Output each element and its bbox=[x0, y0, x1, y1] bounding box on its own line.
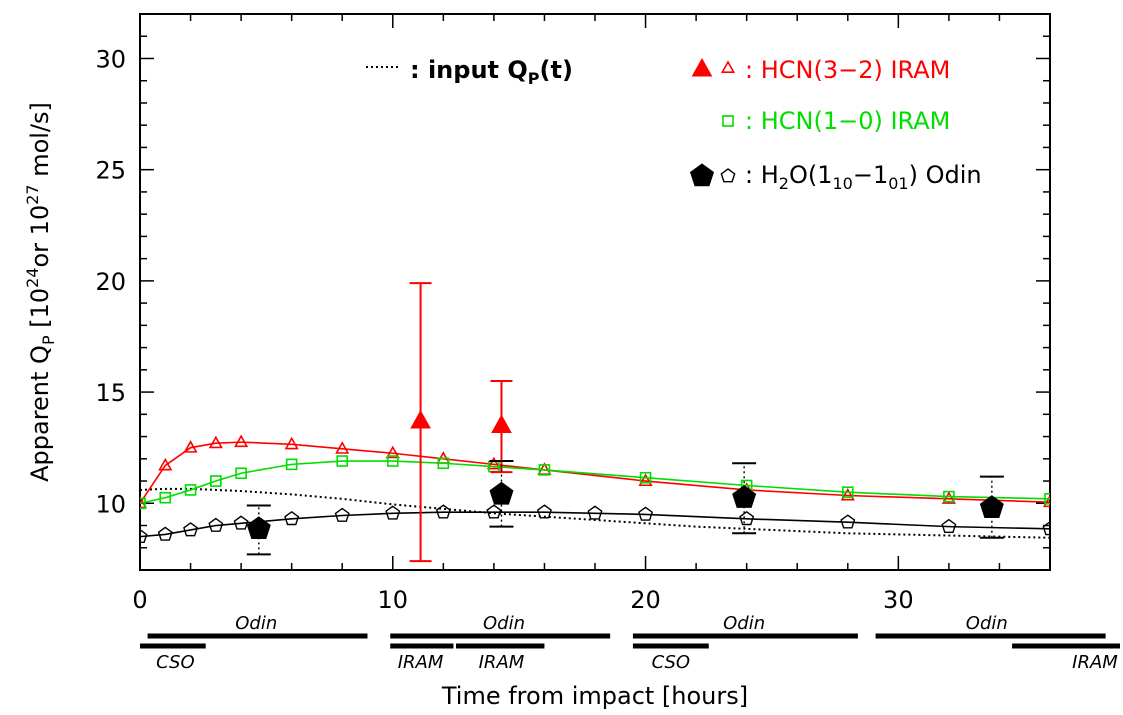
square-marker bbox=[841, 486, 854, 498]
triangle-marker bbox=[720, 60, 736, 73]
pentagon-marker bbox=[486, 504, 502, 519]
pentagon-marker bbox=[941, 518, 957, 533]
square-marker bbox=[722, 115, 734, 127]
observing-window-label: CSO bbox=[156, 652, 195, 673]
legend: : input QP(t) : HCN(3−2) IRAM : HCN(1−0)… bbox=[366, 56, 982, 193]
square-marker bbox=[184, 484, 197, 496]
observing-window-label: IRAM bbox=[479, 652, 525, 673]
pentagon-marker bbox=[334, 507, 350, 522]
observing-window-label: Odin bbox=[723, 613, 765, 634]
legend-h2o-symbols bbox=[690, 163, 736, 187]
h2o-model-line bbox=[140, 511, 1050, 538]
observing-window-label: Odin bbox=[235, 613, 277, 634]
square-marker bbox=[1044, 493, 1050, 505]
pentagon-marker bbox=[720, 168, 736, 183]
pentagon-marker bbox=[840, 514, 856, 529]
legend-hcn32-label: : HCN(3−2) IRAM bbox=[745, 56, 950, 84]
x-tick-label: 20 bbox=[630, 586, 661, 614]
pentagon-marker bbox=[1042, 520, 1050, 536]
pentagon-marker bbox=[157, 526, 173, 541]
pentagon-marker bbox=[536, 504, 552, 519]
x-tick-label: 30 bbox=[883, 586, 914, 614]
error-bars bbox=[246, 282, 1004, 563]
triangle-marker bbox=[840, 487, 855, 501]
square-marker bbox=[235, 467, 247, 480]
pentagon-marker bbox=[246, 516, 271, 540]
triangle-marker bbox=[385, 445, 400, 459]
triangle-marker bbox=[234, 434, 249, 448]
square-marker bbox=[285, 458, 298, 471]
y-tick-label: 30 bbox=[95, 45, 126, 73]
square-marker bbox=[210, 475, 222, 487]
pentagon-marker bbox=[385, 505, 401, 520]
legend-hcn32-symbols bbox=[691, 57, 736, 77]
pentagon-marker bbox=[435, 504, 451, 519]
triangle-marker bbox=[183, 440, 198, 453]
pentagon-marker bbox=[208, 517, 224, 532]
axis-ticks bbox=[139, 13, 1051, 570]
plot-frame bbox=[139, 13, 1051, 571]
pentagon-marker bbox=[233, 515, 249, 530]
triangle-marker bbox=[208, 435, 223, 449]
triangle-marker bbox=[491, 414, 512, 433]
square-marker bbox=[943, 490, 955, 503]
observing-window-label: Odin bbox=[966, 613, 1008, 634]
legend-hcn10-label: : HCN(1−0) IRAM bbox=[745, 107, 950, 135]
observed-points bbox=[246, 409, 1004, 540]
square-marker bbox=[336, 455, 349, 467]
triangle-marker bbox=[410, 409, 431, 429]
triangle-marker bbox=[1042, 494, 1050, 508]
input-qp-line bbox=[140, 487, 1050, 539]
y-axis-label: Apparent QP [1024or 1027 mol/s] bbox=[23, 102, 58, 482]
hcn32-model-line bbox=[140, 441, 1050, 504]
x-axis-label: Time from impact [hours] bbox=[441, 682, 748, 710]
triangle-marker bbox=[486, 456, 501, 470]
x-tick-label: 0 bbox=[132, 586, 147, 614]
triangle-marker bbox=[335, 441, 350, 454]
pentagon-marker bbox=[140, 528, 148, 543]
plot-area bbox=[140, 434, 1050, 543]
triangle-marker bbox=[638, 473, 653, 487]
pentagon-marker bbox=[979, 495, 1004, 518]
triangle-marker bbox=[691, 57, 713, 77]
pentagon-marker bbox=[587, 505, 603, 520]
observing-window-label: CSO bbox=[652, 652, 691, 673]
observing-window-label: IRAM bbox=[1072, 652, 1118, 673]
square-marker bbox=[140, 497, 146, 510]
pentagon-marker bbox=[489, 481, 514, 505]
tick-labels: 0 10 20 30 10 15 20 25 30 bbox=[95, 45, 913, 614]
square-marker bbox=[538, 464, 551, 476]
observing-window-label: Odin bbox=[483, 613, 525, 634]
y-tick-label: 20 bbox=[95, 268, 126, 296]
square-marker bbox=[437, 457, 450, 470]
pentagon-marker bbox=[690, 163, 714, 187]
observing-window-label: IRAM bbox=[398, 652, 444, 673]
pentagon-marker bbox=[284, 510, 300, 526]
legend-h2o-label: : H2O(110−101) Odin bbox=[745, 161, 982, 193]
pentagon-marker bbox=[183, 522, 199, 537]
square-marker bbox=[159, 491, 172, 504]
legend-input-label: : input QP(t) bbox=[410, 56, 573, 88]
pentagon-marker bbox=[638, 506, 654, 521]
hcn10-model-line bbox=[140, 460, 1050, 505]
pentagon-marker bbox=[739, 510, 755, 526]
triangle-marker bbox=[941, 491, 956, 504]
square-marker bbox=[639, 471, 652, 484]
legend-hcn10-symbols bbox=[722, 115, 734, 127]
x-tick-label: 10 bbox=[378, 586, 409, 614]
observing-windows: Odin CSO Odin IRAM IRAM Odin CSO Odin IRAM bbox=[140, 613, 1120, 673]
y-tick-label: 25 bbox=[95, 157, 126, 185]
y-tick-label: 15 bbox=[95, 379, 126, 407]
y-tick-label: 10 bbox=[95, 490, 126, 518]
triangle-marker bbox=[158, 457, 173, 471]
square-marker bbox=[386, 455, 399, 467]
pentagon-marker bbox=[732, 485, 757, 508]
triangle-marker bbox=[284, 436, 299, 450]
